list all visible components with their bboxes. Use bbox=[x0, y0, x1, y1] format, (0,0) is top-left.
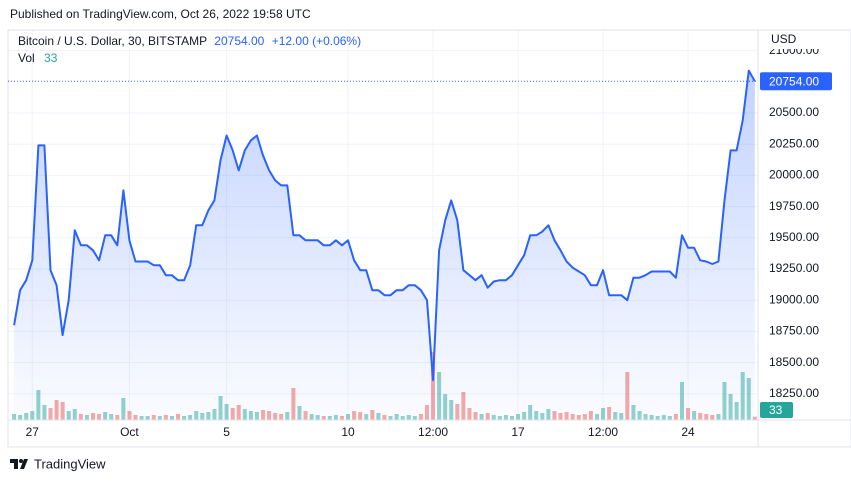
x-tick-label: 24 bbox=[681, 425, 695, 439]
y-tick-label: 19000.00 bbox=[769, 292, 819, 306]
y-tick-label: 18750.00 bbox=[769, 324, 819, 338]
y-tick-label: 18500.00 bbox=[769, 355, 819, 369]
x-tick-label: 12:00 bbox=[588, 425, 618, 439]
symbol: Bitcoin / U.S. Dollar, 30, BITSTAMP bbox=[18, 34, 207, 48]
x-tick-label: 5 bbox=[223, 425, 230, 439]
volume-bar bbox=[12, 414, 17, 420]
x-tick-label: 12:00 bbox=[418, 425, 448, 439]
volume-bar bbox=[752, 416, 757, 420]
last-volume-label: 33 bbox=[769, 403, 783, 417]
volume-name: Vol bbox=[18, 51, 35, 65]
y-tick-label: 18250.00 bbox=[769, 386, 819, 400]
brand-name: TradingView bbox=[34, 456, 106, 471]
currency-bg bbox=[760, 31, 850, 49]
brand-logo bbox=[10, 459, 28, 469]
chart-frame bbox=[7, 29, 851, 448]
last-volume-box bbox=[760, 402, 793, 418]
y-tick-label: 20000.00 bbox=[769, 168, 819, 182]
volume-last: 33 bbox=[44, 51, 58, 65]
y-tick-label: 19750.00 bbox=[769, 199, 819, 213]
x-tick-label: Oct bbox=[120, 425, 139, 439]
price-line bbox=[13, 69, 756, 382]
last-price-box bbox=[760, 72, 832, 91]
y-tick-label: 19250.00 bbox=[769, 261, 819, 275]
x-tick-label: 17 bbox=[511, 425, 525, 439]
plot-area bbox=[8, 30, 758, 420]
symbol-legend: Bitcoin / U.S. Dollar, 30, BITSTAMP 2075… bbox=[18, 34, 361, 48]
y-tick-label: 20500.00 bbox=[769, 105, 819, 119]
x-tick-label: 10 bbox=[341, 425, 355, 439]
volume-legend: Vol 33 bbox=[18, 51, 58, 65]
published-note: Published on TradingView.com, Oct 26, 20… bbox=[10, 7, 311, 21]
price-axis: 18250.00 18500.00 18750.00 19000.00 19250.00… bbox=[769, 43, 819, 400]
x-tick-label: 27 bbox=[26, 425, 40, 439]
y-tick-label: 19500.00 bbox=[769, 230, 819, 244]
price-change: +12.00 (+0.06%) bbox=[272, 34, 361, 48]
last-price: 20754.00 bbox=[214, 34, 264, 48]
currency: USD bbox=[771, 32, 797, 46]
last-price-label: 20754.00 bbox=[769, 74, 819, 88]
area-fill bbox=[14, 70, 755, 420]
y-tick-label: 20250.00 bbox=[769, 136, 819, 150]
